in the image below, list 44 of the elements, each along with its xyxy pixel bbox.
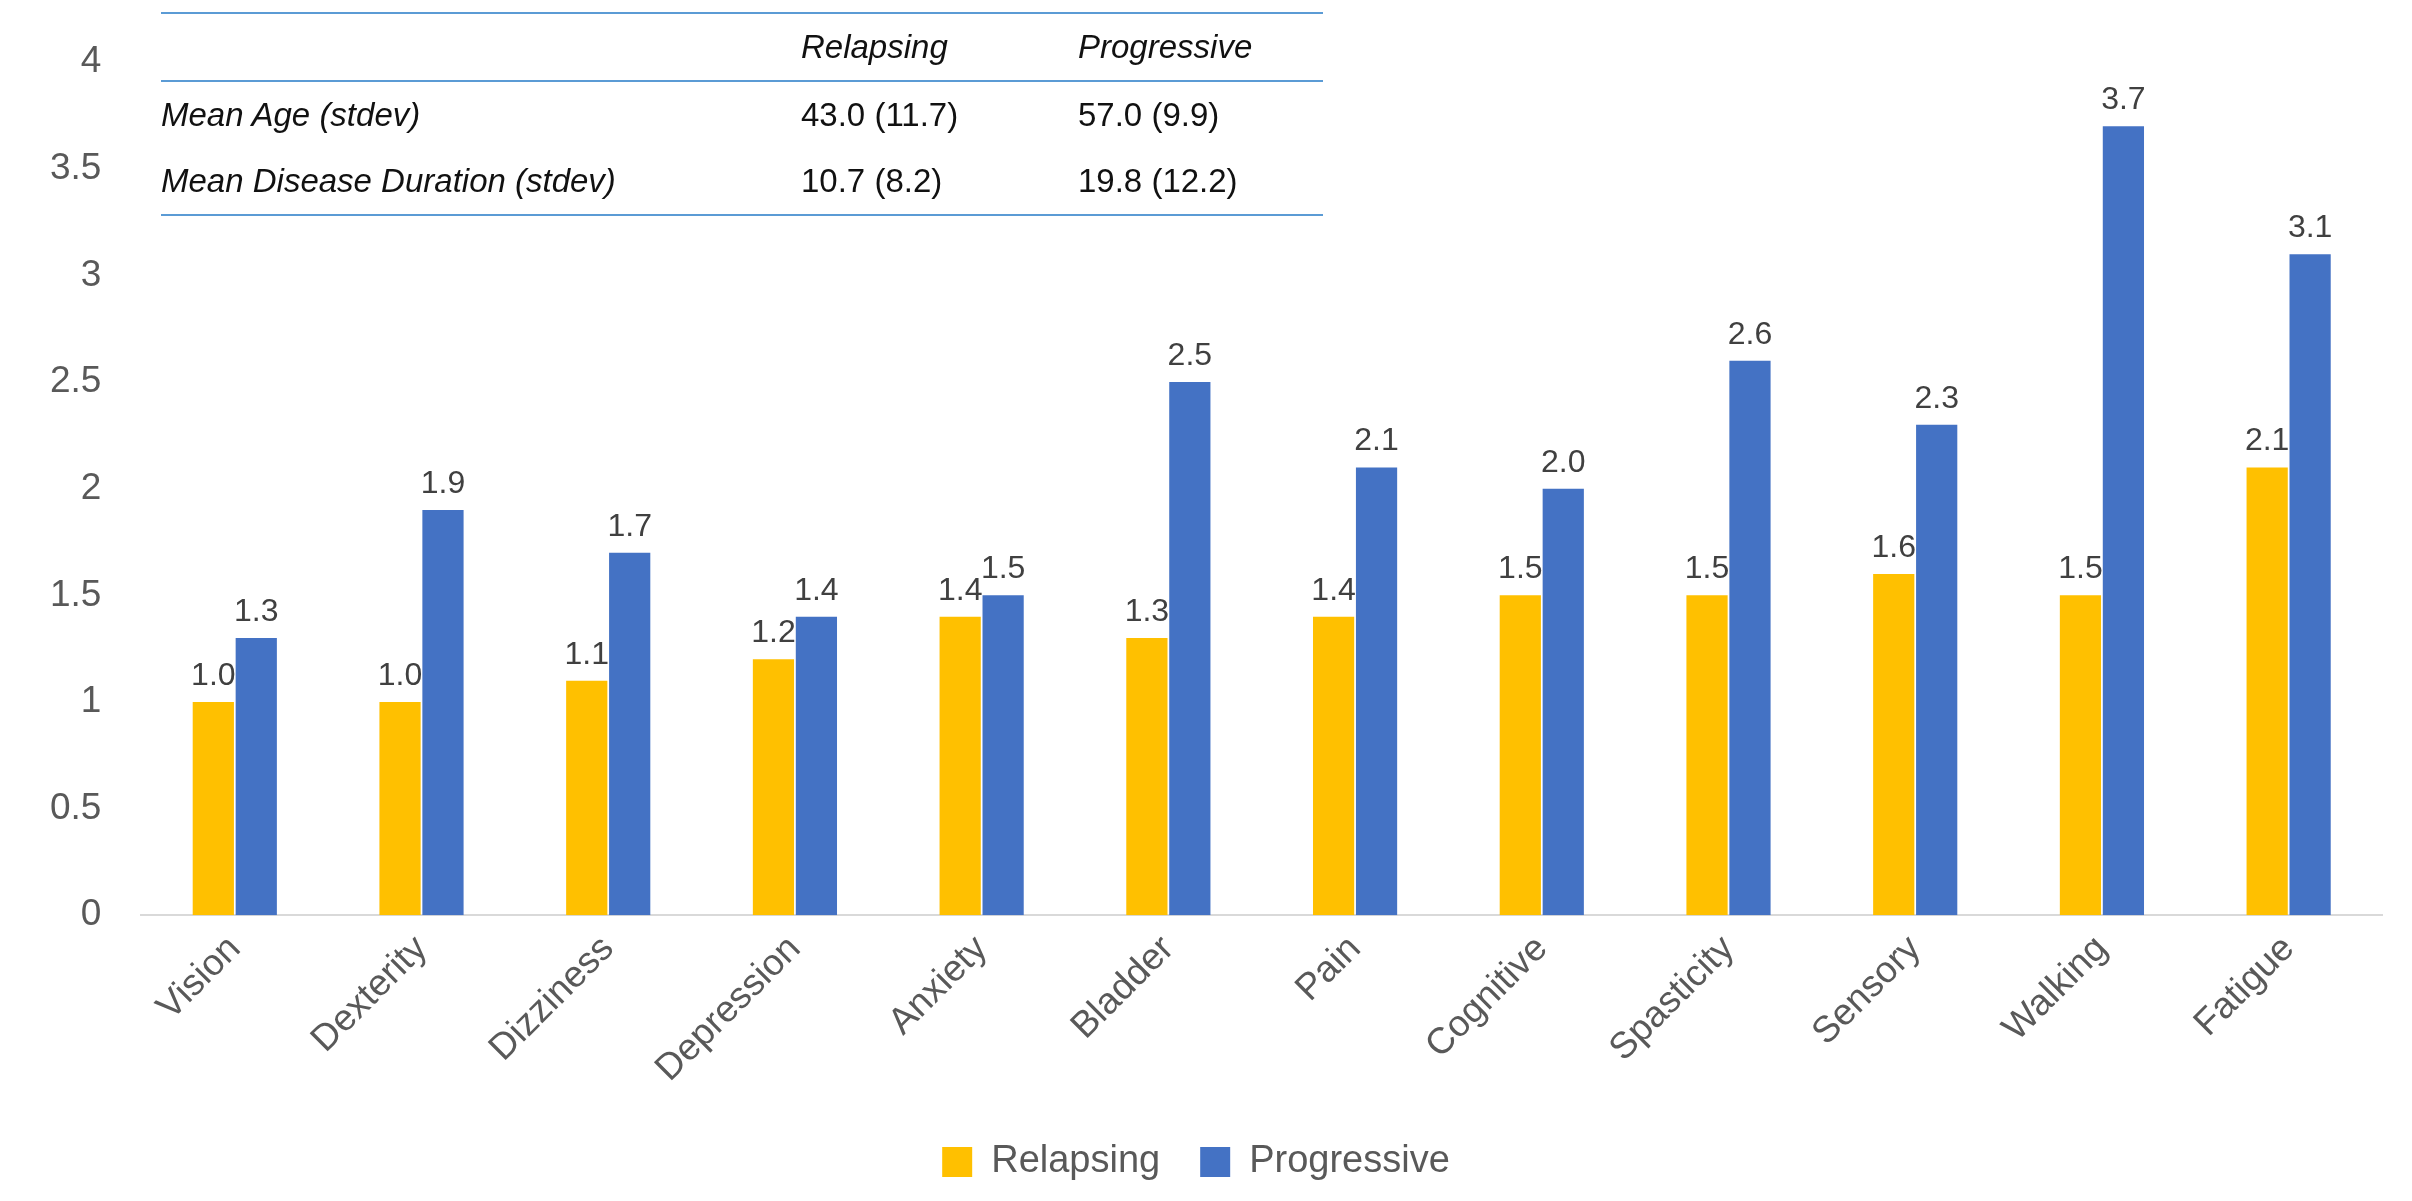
y-tick-label: 0 bbox=[80, 892, 102, 934]
annotation: 19.8 (12.2) bbox=[1078, 161, 1239, 201]
y-tick-label: 1.5 bbox=[50, 572, 102, 614]
data-label: 2.3 bbox=[1914, 378, 1959, 415]
x-tick-label: Pain bbox=[1286, 926, 1368, 1009]
data-label: 2.1 bbox=[2244, 421, 2290, 458]
data-label: 3.7 bbox=[2101, 80, 2146, 117]
annotation: Mean Disease Duration (stdev) bbox=[161, 161, 617, 201]
data-label: 2.5 bbox=[1167, 335, 1213, 372]
data-label: 2.0 bbox=[1541, 442, 1586, 479]
data-label: 2.1 bbox=[1354, 421, 1399, 458]
data-label: 1.6 bbox=[1871, 527, 1916, 564]
y-tick-label: 3 bbox=[80, 252, 102, 294]
data-label: 1.1 bbox=[564, 634, 609, 671]
y-tick-label: 0.5 bbox=[50, 785, 102, 827]
y-tick-label: 3.5 bbox=[50, 146, 102, 188]
data-label: 1.5 bbox=[1498, 549, 1543, 586]
data-label: 1.0 bbox=[377, 655, 423, 692]
annotation: Mean Age (stdev) bbox=[161, 95, 422, 135]
data-label: 1.3 bbox=[1124, 591, 1170, 628]
annotation: Relapsing bbox=[801, 13, 1078, 81]
data-label: 1.5 bbox=[2058, 549, 2103, 586]
annotation: 10.7 (8.2) bbox=[801, 161, 944, 201]
data-label: 1.9 bbox=[420, 463, 466, 500]
data-label: 1.7 bbox=[607, 506, 652, 543]
data-label: 1.3 bbox=[234, 591, 279, 628]
legend-label: Progressive bbox=[1249, 1138, 1450, 1181]
annotation: 57.0 (9.9) bbox=[1078, 95, 1221, 135]
data-label: 1.4 bbox=[1311, 570, 1356, 607]
legend-label: Relapsing bbox=[991, 1138, 1161, 1181]
data-label: 3.1 bbox=[2287, 207, 2333, 244]
data-label: 1.5 bbox=[1684, 549, 1730, 586]
y-tick-label: 4 bbox=[80, 39, 102, 81]
data-label: 2.6 bbox=[1727, 314, 1773, 351]
data-label: 1.4 bbox=[937, 570, 983, 607]
data-label: 1.4 bbox=[794, 570, 839, 607]
y-tick-label: 1 bbox=[80, 679, 102, 721]
data-label: 1.2 bbox=[751, 613, 796, 650]
annotation: 43.0 (11.7) bbox=[801, 95, 960, 135]
data-label: 1.0 bbox=[191, 655, 236, 692]
annotation: Progressive bbox=[1078, 13, 1323, 81]
y-tick-label: 2 bbox=[80, 465, 102, 507]
data-label: 1.5 bbox=[980, 549, 1026, 586]
y-tick-label: 2.5 bbox=[50, 359, 102, 401]
